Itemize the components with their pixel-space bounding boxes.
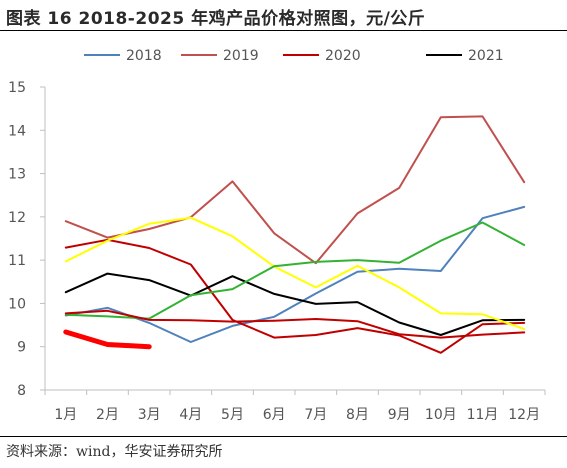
x-tick-label: 8月 <box>346 407 369 423</box>
x-tick-label: 4月 <box>179 407 202 423</box>
chart-series <box>63 115 526 354</box>
y-tick-label: 11 <box>8 253 26 269</box>
chart-title: 图表 16 2018-2025 年鸡产品价格对照图，元/公斤 <box>6 9 426 29</box>
x-tick-label: 10月 <box>425 407 457 423</box>
series-line-2021 <box>64 272 526 336</box>
y-tick-label: 13 <box>8 167 26 183</box>
x-tick-label: 6月 <box>263 407 286 423</box>
x-tick-label: 12月 <box>508 407 540 423</box>
x-tick-label: 5月 <box>221 407 244 423</box>
y-tick-label: 10 <box>8 296 26 312</box>
x-tick-label: 7月 <box>304 407 327 423</box>
y-tick-label: 9 <box>17 340 26 356</box>
chart-legend: 2018 2019 2020 2021 <box>84 48 504 64</box>
x-tick-label: 1月 <box>54 407 77 423</box>
x-tick-label: 2月 <box>96 407 119 423</box>
x-tick-label: 3月 <box>138 407 161 423</box>
y-tick-label: 8 <box>17 383 26 399</box>
x-tick-label: 9月 <box>388 407 411 423</box>
source-note: 资料来源：wind，华安证券研究所 <box>6 444 223 460</box>
series-line-2019 <box>64 115 526 265</box>
series-line-unlabeled-7 <box>63 329 152 350</box>
x-tick-label: 11月 <box>467 407 499 423</box>
series-line-2020 <box>64 238 526 354</box>
legend-label: 2019 <box>223 48 259 64</box>
legend-label: 2020 <box>325 48 361 64</box>
source-divider <box>0 436 567 437</box>
y-tick-label: 12 <box>8 210 26 226</box>
series-line-unlabeled-4 <box>64 216 526 330</box>
title-divider <box>0 30 567 31</box>
series-line-2018 <box>64 205 526 343</box>
legend-label: 2021 <box>468 48 504 64</box>
line-chart: 2018 2019 2020 2021 8 9 10 11 12 13 14 15 1月 2月 3月 4月 5… <box>8 48 546 423</box>
legend-label: 2018 <box>126 48 162 64</box>
series-line-unlabeled-6 <box>64 309 526 339</box>
y-tick-label: 15 <box>8 80 26 96</box>
chart-axes: 8 9 10 11 12 13 14 15 1月 2月 3月 4月 5月 6月 7月 8月 9月 10月 11月 12… <box>8 80 546 423</box>
y-tick-label: 14 <box>8 123 26 139</box>
